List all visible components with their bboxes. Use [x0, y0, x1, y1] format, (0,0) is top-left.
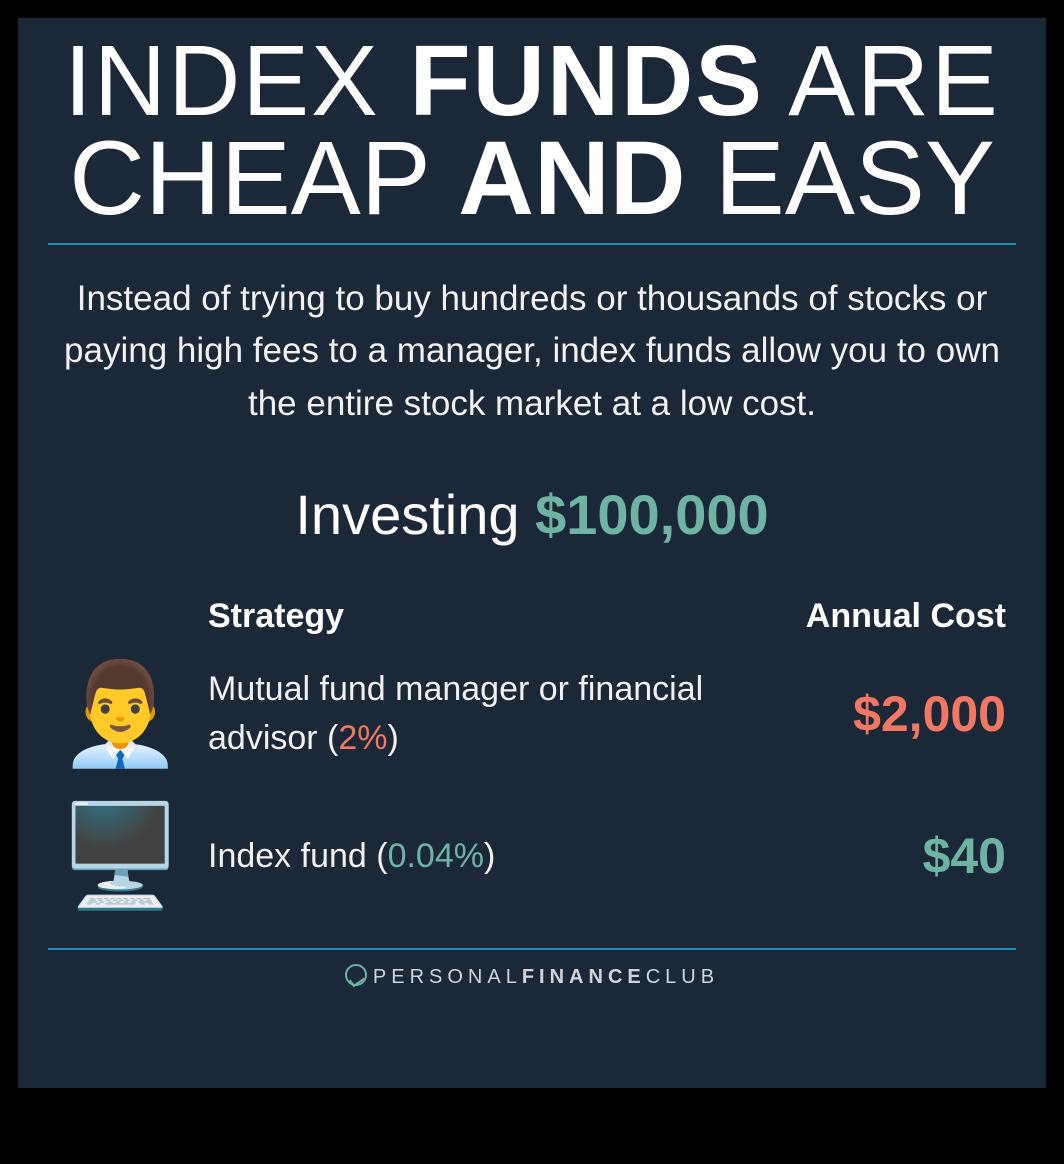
- infographic-card: INDEX FUNDS ARE CHEAP AND EASY Instead o…: [18, 18, 1046, 1088]
- strategy-index-fund: Index fund (0.04%): [208, 832, 706, 881]
- investing-amount: $100,000: [535, 483, 769, 546]
- subtitle-text: Instead of trying to buy hundreds or tho…: [48, 273, 1016, 431]
- strategy-advisor: Mutual fund manager or financial advisor…: [208, 665, 706, 764]
- headline-word-cheap: CHEAP: [69, 120, 429, 237]
- strategy-suffix: ): [484, 837, 495, 875]
- comparison-table: Strategy Annual Cost 👨‍💼 Mutual fund man…: [48, 597, 1016, 906]
- strategy-suffix: ): [388, 719, 399, 757]
- footer-part-3: CLUB: [646, 966, 719, 988]
- table-row: 🖥️ Index fund (0.04%) $40: [58, 806, 1006, 906]
- advisor-icon: 👨‍💼: [58, 664, 208, 764]
- headline-line-1: INDEX FUNDS ARE: [48, 34, 1016, 129]
- headline-word-easy: EASY: [715, 120, 995, 237]
- table-header-row: Strategy Annual Cost: [58, 597, 1006, 636]
- brand-logo-icon: [345, 964, 367, 986]
- table-header-cost: Annual Cost: [706, 597, 1006, 636]
- divider-bottom: [48, 948, 1016, 950]
- cost-index-fund: $40: [706, 827, 1006, 885]
- strategy-pct: 2%: [338, 719, 387, 757]
- investing-heading: Investing $100,000: [48, 482, 1016, 547]
- strategy-pct: 0.04%: [388, 837, 484, 875]
- headline-line-2: CHEAP AND EASY: [48, 129, 1016, 229]
- table-header-strategy: Strategy: [208, 597, 706, 636]
- footer-part-2: FINANCE: [522, 966, 646, 988]
- footer-part-1: PERSONAL: [373, 966, 522, 988]
- strategy-text: Index fund (: [208, 837, 388, 875]
- table-row: 👨‍💼 Mutual fund manager or financial adv…: [58, 664, 1006, 764]
- headline: INDEX FUNDS ARE CHEAP AND EASY: [48, 34, 1016, 229]
- footer-brand: PERSONALFINANCECLUB: [48, 964, 1016, 989]
- computer-icon: 🖥️: [58, 806, 208, 906]
- strategy-text: Mutual fund manager or financial advisor…: [208, 670, 703, 757]
- divider-top: [48, 243, 1016, 245]
- investing-label: Investing: [295, 483, 535, 546]
- cost-advisor: $2,000: [706, 685, 1006, 743]
- headline-word-and: AND: [458, 120, 685, 237]
